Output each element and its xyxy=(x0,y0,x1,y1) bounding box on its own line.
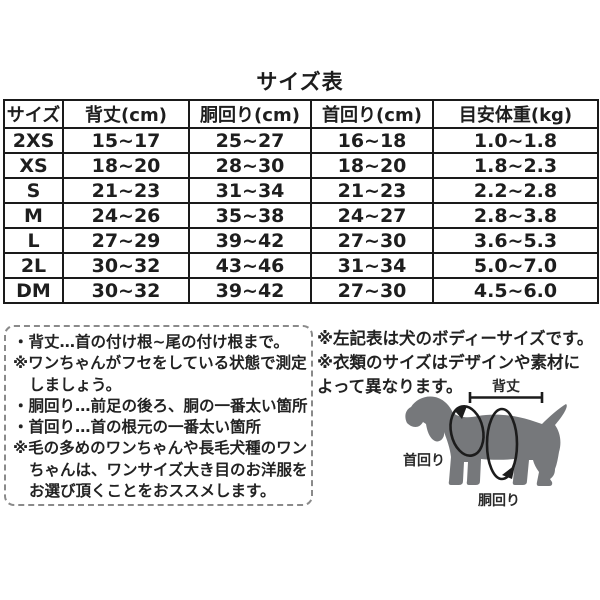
disclaimer-line: よって異なります。 xyxy=(317,377,463,396)
column-header-back-length: 背丈(cm) xyxy=(62,99,190,129)
column-header-weight: 目安体重(kg) xyxy=(432,99,599,129)
column-header-neck: 首回り(cm) xyxy=(310,99,434,129)
note-line: ※毛の多めのワンちゃんや長毛犬種のワン xyxy=(13,439,308,458)
column-header-size: サイズ xyxy=(3,99,64,129)
cell-weight: 5.0~7.0 xyxy=(432,252,599,279)
body-girth-ring xyxy=(485,407,519,481)
size-table: サイズ 背丈(cm) 胴回り(cm) 首回り(cm) 目安体重(kg) 2XS … xyxy=(3,99,599,304)
table-row: S 21~23 31~34 21~23 2.2~2.8 xyxy=(3,177,599,204)
cell-size: L xyxy=(3,227,64,254)
cell-size: 2L xyxy=(3,252,64,279)
cell-neck: 24~27 xyxy=(310,202,434,229)
cell-girth: 39~42 xyxy=(188,227,312,254)
cell-neck: 31~34 xyxy=(310,252,434,279)
cell-size: XS xyxy=(3,152,64,179)
back-length-label: 背丈 xyxy=(492,379,520,395)
cell-back-length: 24~26 xyxy=(62,202,190,229)
cell-weight: 3.6~5.3 xyxy=(432,227,599,254)
note-line: お選び頂くことをおススメします。 xyxy=(29,482,276,501)
girth-arrowhead xyxy=(502,465,515,479)
cell-size: S xyxy=(3,177,64,204)
cell-size: M xyxy=(3,202,64,229)
cell-neck: 27~30 xyxy=(310,227,434,254)
cell-girth: 43~46 xyxy=(188,252,312,279)
note-line: ※ワンちゃんがフセをしている状態で測定 xyxy=(13,354,307,373)
measurement-notes-box: ・背丈…首の付け根~尾の付け根まで。 ※ワンちゃんがフセをしている状態で測定 し… xyxy=(4,325,313,506)
table-row: XS 18~20 28~30 18~20 1.8~2.3 xyxy=(3,152,599,179)
cell-back-length: 27~29 xyxy=(62,227,190,254)
cell-size: DM xyxy=(3,277,64,304)
disclaimer-line: ※左記表は犬のボディーサイズです。 xyxy=(317,329,594,348)
note-line: ・背丈…首の付け根~尾の付け根まで。 xyxy=(13,333,289,351)
disclaimer-notes: ※左記表は犬のボディーサイズです。 ※衣類のサイズはデザインや素材に よって異な… xyxy=(317,327,600,399)
cell-neck: 21~23 xyxy=(310,177,434,204)
cell-back-length: 18~20 xyxy=(62,152,190,179)
cell-neck: 16~18 xyxy=(310,127,434,154)
note-line: ・胴回り…前足の後ろ、胴の一番太い箇所 xyxy=(13,396,308,415)
note-line: ちゃんは、ワンサイズ大き目のお洋服を xyxy=(29,460,308,479)
disclaimer-line: ※衣類のサイズはデザインや素材に xyxy=(317,353,581,372)
back-length-measure-line xyxy=(468,392,544,403)
table-row: DM 30~32 39~42 27~30 4.5~6.0 xyxy=(3,277,599,304)
cell-back-length: 15~17 xyxy=(62,127,190,154)
cell-neck: 18~20 xyxy=(310,152,434,179)
note-line: しましょう。 xyxy=(29,375,122,394)
page-title: サイズ表 xyxy=(256,70,344,94)
cell-weight: 1.0~1.8 xyxy=(432,127,599,154)
cell-girth: 25~27 xyxy=(188,127,312,154)
table-row: L 27~29 39~42 27~30 3.6~5.3 xyxy=(3,227,599,254)
cell-back-length: 21~23 xyxy=(62,177,190,204)
cell-girth: 28~30 xyxy=(188,152,312,179)
table-row: M 24~26 35~38 24~27 2.8~3.8 xyxy=(3,202,599,229)
cell-back-length: 30~32 xyxy=(62,252,190,279)
cell-girth: 35~38 xyxy=(188,202,312,229)
cell-weight: 2.2~2.8 xyxy=(432,177,599,204)
cell-girth: 31~34 xyxy=(188,177,312,204)
note-line: ・首回り…首の根元の一番太い箇所 xyxy=(13,418,262,437)
table-row: 2L 30~32 43~46 31~34 5.0~7.0 xyxy=(3,252,599,279)
neck-girth-ring xyxy=(449,405,485,457)
cell-girth: 39~42 xyxy=(188,277,312,304)
cell-weight: 1.8~2.3 xyxy=(432,152,599,179)
neck-arrowhead xyxy=(454,406,467,419)
cell-size: 2XS xyxy=(3,127,64,154)
cell-weight: 4.5~6.0 xyxy=(432,277,599,304)
column-header-girth: 胴回り(cm) xyxy=(188,99,312,129)
neck-girth-label: 首回り xyxy=(403,453,445,469)
cell-neck: 27~30 xyxy=(310,277,434,304)
dog-illustration xyxy=(405,392,567,486)
table-row: 2XS 15~17 25~27 16~18 1.0~1.8 xyxy=(3,127,599,154)
table-header-row: サイズ 背丈(cm) 胴回り(cm) 首回り(cm) 目安体重(kg) xyxy=(3,99,599,129)
cell-weight: 2.8~3.8 xyxy=(432,202,599,229)
body-girth-label: 胴回り xyxy=(478,493,520,509)
cell-back-length: 30~32 xyxy=(62,277,190,304)
dog-measurement-diagram: 背丈 首回り 胴回り xyxy=(390,379,600,570)
